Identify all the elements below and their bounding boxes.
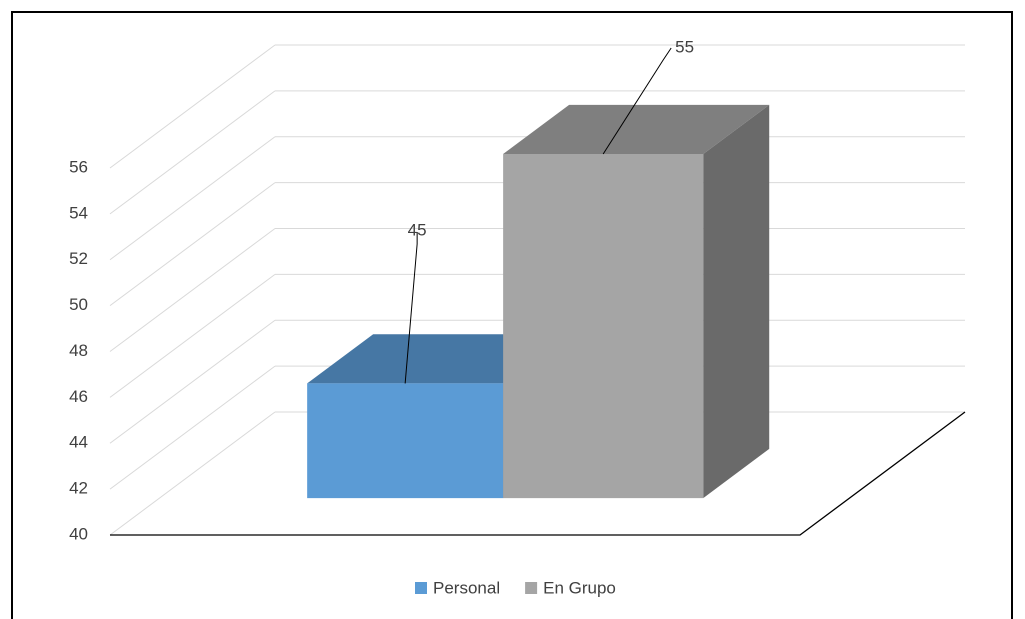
legend-swatch	[525, 582, 538, 594]
legend-label: En Grupo	[543, 578, 616, 597]
grid-line	[109, 273, 276, 398]
floor-edge	[110, 411, 966, 536]
grid-line	[109, 319, 276, 444]
legend-label: Personal	[433, 578, 500, 597]
grid-line	[109, 44, 276, 169]
grid-line	[109, 228, 276, 352]
bar	[307, 383, 504, 499]
y-tick-label: 42	[69, 479, 88, 498]
bar-top	[503, 104, 770, 155]
leader-line	[404, 232, 418, 384]
y-tick-label: 50	[69, 295, 88, 314]
grid-line	[109, 136, 276, 261]
y-tick-label: 48	[69, 341, 88, 360]
grid-line	[109, 411, 276, 536]
grid-line	[109, 365, 276, 490]
y-tick-label: 56	[69, 157, 88, 176]
bar	[503, 154, 704, 499]
data-label: 45	[408, 220, 427, 239]
data-label: 55	[675, 37, 694, 56]
y-tick-label: 46	[69, 387, 88, 406]
grid-line	[109, 182, 276, 307]
y-tick-label: 44	[69, 433, 88, 452]
grid-line	[109, 90, 276, 215]
legend-swatch	[415, 582, 427, 594]
y-tick-label: 40	[69, 524, 88, 543]
y-tick-label: 52	[69, 249, 88, 268]
leader-line	[602, 47, 672, 155]
y-tick-label: 54	[69, 203, 88, 222]
bar-side	[703, 104, 770, 499]
